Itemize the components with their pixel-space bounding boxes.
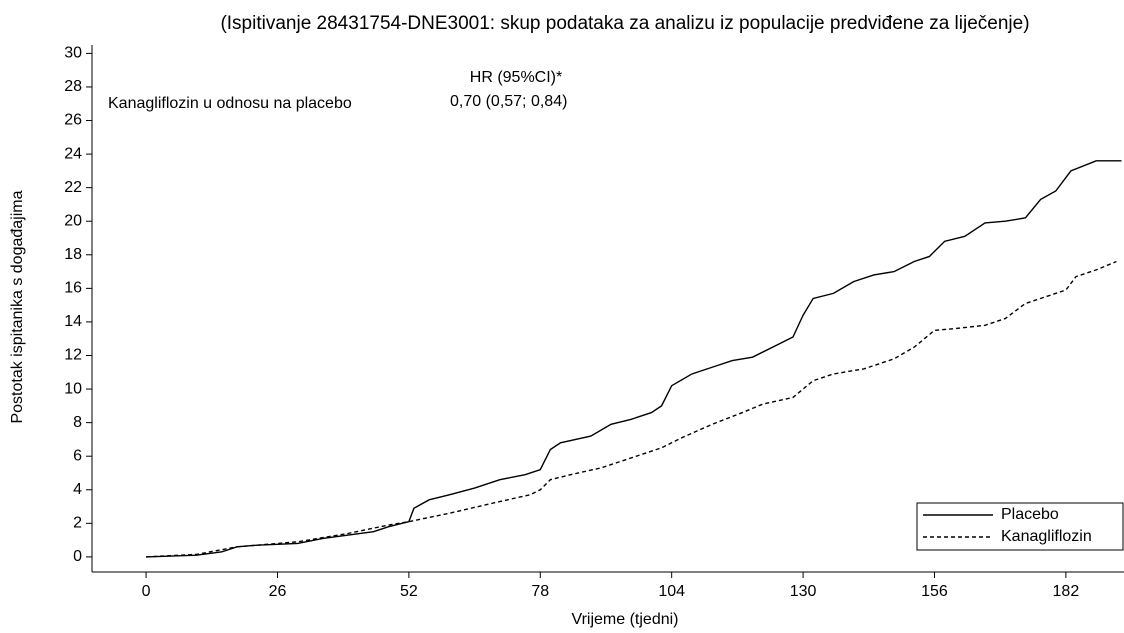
- y-tick-label: 28: [64, 78, 82, 95]
- x-tick-label: 130: [790, 583, 817, 600]
- y-tick-label: 14: [64, 313, 82, 330]
- y-tick-label: 20: [64, 212, 82, 229]
- y-tick-label: 24: [64, 145, 82, 162]
- y-tick-label: 26: [64, 112, 82, 129]
- series-line: [146, 160, 1122, 558]
- y-tick-label: 4: [73, 481, 82, 498]
- x-tick-label: 78: [531, 583, 549, 600]
- annotation: Kanagliflozin u odnosu na placebo: [108, 95, 352, 112]
- x-tick-label: 0: [142, 583, 151, 600]
- y-tick-label: 2: [73, 515, 82, 532]
- x-tick-label: 52: [400, 583, 418, 600]
- x-tick-label: 156: [921, 583, 948, 600]
- annotation: 0,70 (0,57; 0,84): [450, 93, 567, 110]
- y-tick-label: 0: [73, 548, 82, 565]
- y-tick-label: 12: [64, 347, 82, 364]
- legend-box: [916, 502, 1124, 551]
- y-tick-label: 18: [64, 246, 82, 263]
- x-tick-label: 26: [269, 583, 287, 600]
- y-tick-label: 6: [73, 447, 82, 464]
- series-line: [146, 260, 1117, 558]
- y-tick-label: 22: [64, 179, 82, 196]
- y-axis-label: Postotak ispitanika s događajima: [9, 190, 26, 423]
- y-tick-label: 8: [73, 414, 82, 431]
- chart-title: (Ispitivanje 28431754-DNE3001: skup poda…: [220, 13, 1029, 34]
- plot-area: [146, 160, 1122, 558]
- legend-label: Kanagliflozin: [1001, 528, 1092, 545]
- x-tick-label: 182: [1053, 583, 1080, 600]
- annotation: HR (95%CI)*: [470, 69, 562, 86]
- y-tick-label: 16: [64, 280, 82, 297]
- x-tick-label: 104: [658, 583, 685, 600]
- x-axis-label: Vrijeme (tjedni): [572, 611, 679, 628]
- legend-label: Placebo: [1001, 506, 1059, 523]
- y-tick-label: 30: [64, 45, 82, 62]
- y-tick-label: 10: [64, 380, 82, 397]
